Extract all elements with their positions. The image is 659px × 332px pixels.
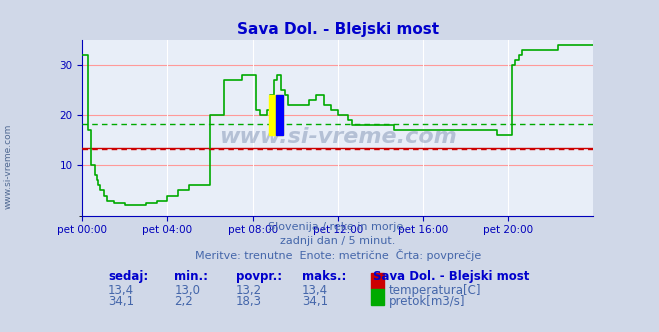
Text: www.si-vreme.com: www.si-vreme.com — [219, 126, 457, 146]
Bar — [371, 273, 384, 289]
Text: min.:: min.: — [174, 270, 208, 283]
Bar — [371, 289, 384, 305]
Text: pretok[m3/s]: pretok[m3/s] — [389, 295, 465, 308]
Text: zadnji dan / 5 minut.: zadnji dan / 5 minut. — [280, 236, 395, 246]
Text: sedaj:: sedaj: — [108, 270, 148, 283]
Title: Sava Dol. - Blejski most: Sava Dol. - Blejski most — [237, 22, 439, 37]
Text: Meritve: trenutne  Enote: metrične  Črta: povprečje: Meritve: trenutne Enote: metrične Črta: … — [194, 249, 481, 261]
Text: temperatura[C]: temperatura[C] — [389, 284, 481, 297]
Text: 18,3: 18,3 — [236, 295, 262, 308]
Bar — [269, 95, 283, 135]
Text: 13,4: 13,4 — [302, 284, 328, 297]
Text: Slovenija / reke in morje.: Slovenija / reke in morje. — [268, 222, 407, 232]
Text: 2,2: 2,2 — [174, 295, 193, 308]
Text: 13,4: 13,4 — [108, 284, 134, 297]
Text: 34,1: 34,1 — [302, 295, 328, 308]
Text: maks.:: maks.: — [302, 270, 347, 283]
Text: 34,1: 34,1 — [108, 295, 134, 308]
Text: Sava Dol. - Blejski most: Sava Dol. - Blejski most — [374, 270, 530, 283]
Text: www.si-vreme.com: www.si-vreme.com — [3, 123, 13, 209]
Text: 13,2: 13,2 — [236, 284, 262, 297]
Text: 13,0: 13,0 — [174, 284, 200, 297]
Bar — [275, 95, 283, 135]
Text: povpr.:: povpr.: — [236, 270, 281, 283]
